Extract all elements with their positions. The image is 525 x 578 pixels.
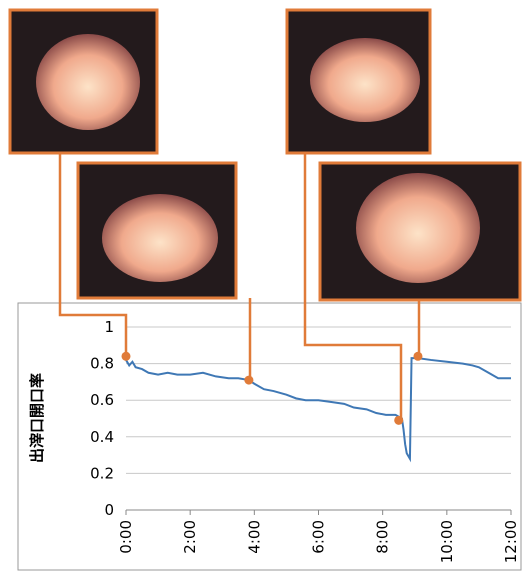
connector [303, 153, 403, 420]
y-tick-label: 0.2 [90, 464, 114, 482]
highlight-point [413, 351, 423, 361]
highlight-point [121, 351, 131, 361]
photo [8, 8, 159, 155]
x-tick-label: 12:00 [502, 520, 520, 563]
x-tick-label: 2:00 [181, 520, 199, 554]
highlight-point [394, 415, 404, 425]
y-tick-label: 0.6 [90, 391, 114, 409]
x-tick-label: 0:00 [117, 520, 135, 554]
y-tick-label: 1 [104, 318, 114, 336]
x-tick-label: 10:00 [438, 520, 456, 563]
data-line [125, 357, 511, 463]
y-tick-label: 0.4 [90, 428, 114, 446]
photo [318, 161, 522, 302]
photo [76, 161, 238, 300]
connector [58, 153, 128, 356]
y-tick-label: 0 [104, 501, 114, 519]
x-tick-label: 8:00 [374, 520, 392, 554]
y-tick-label: 0.8 [90, 355, 114, 373]
x-tick-label: 6:00 [310, 520, 328, 554]
connectors [58, 153, 421, 420]
photo [285, 8, 432, 155]
highlight-point [244, 375, 254, 385]
plot: 00.20.40.60.810:00 2:00 4:00 6:00 8:00 10:00 1… [90, 318, 520, 563]
y-axis-label: 出滓口開口率 [28, 373, 46, 463]
x-tick-label: 4:00 [245, 520, 263, 554]
